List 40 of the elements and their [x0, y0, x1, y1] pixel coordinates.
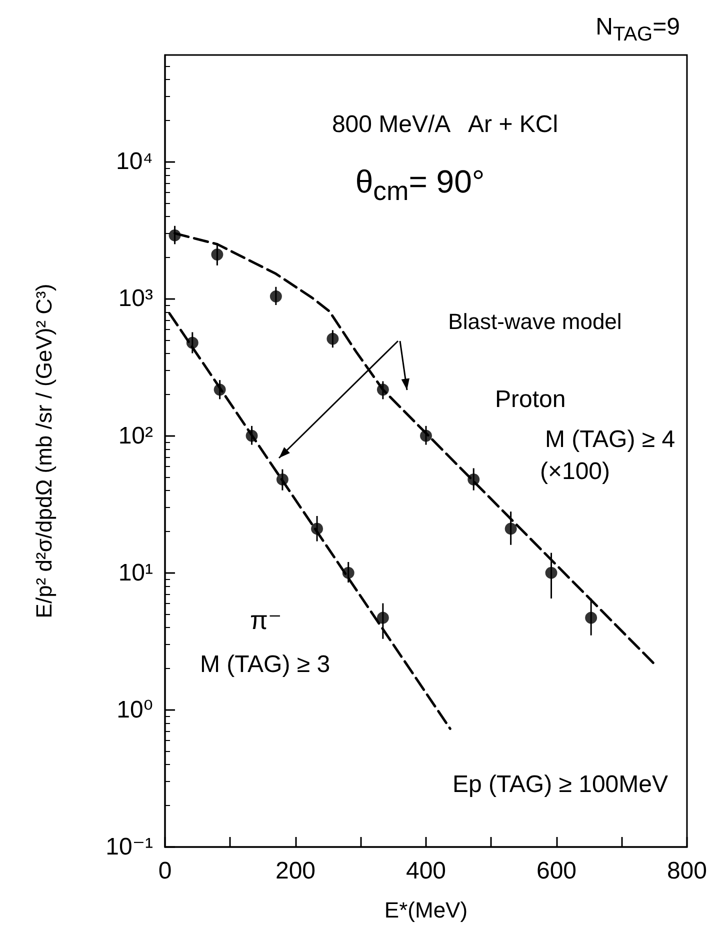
point [311, 522, 324, 535]
point [186, 336, 198, 349]
annotation: M (TAG) ≥ 4 [545, 426, 676, 453]
y-axis-title: E/p² d²σ/dpdΩ (mb /sr / (GeV)² C³) [32, 284, 56, 618]
point [276, 473, 288, 486]
annotation: Ep (TAG) ≥ 100MeV [452, 771, 668, 798]
point [376, 612, 389, 624]
annotation: 800 MeV/A Ar + KCl [332, 111, 558, 138]
annotation: (×100) [540, 458, 610, 485]
point [270, 290, 282, 302]
annotation: M (TAG) ≥ 3 [200, 651, 330, 678]
point [545, 566, 558, 579]
point [214, 384, 226, 396]
x-tick-label: 800 [666, 858, 707, 884]
annotation: θ$_{cm}$= 90° [355, 163, 485, 206]
point [211, 248, 224, 261]
y-tick-label: 10¹ [118, 559, 154, 586]
x-axis-title: E*(MeV) [384, 898, 468, 922]
x-tick-label: 400 [406, 858, 446, 884]
point [504, 522, 517, 535]
x-tick-label: 0 [158, 858, 172, 884]
y-tick-label: 10² [118, 422, 154, 450]
point [420, 430, 432, 442]
y-tick-label: 10⁰ [116, 696, 153, 724]
annotation: Proton [495, 386, 566, 413]
point [376, 384, 389, 396]
y-tick-label: 10³ [118, 285, 154, 312]
point [468, 473, 480, 486]
x-tick-label: 600 [536, 858, 577, 884]
text: N$_{TAG}$=9 [596, 14, 680, 46]
point [168, 229, 181, 242]
point [246, 430, 258, 442]
point [342, 566, 354, 579]
annotation: Blast-wave model [448, 309, 622, 334]
annotation: π⁻ [250, 605, 282, 635]
point [326, 332, 339, 345]
x-tick-label: 200 [275, 858, 316, 884]
point [585, 612, 598, 624]
y-tick-label: 10⁴ [116, 148, 153, 176]
y-tick-label: 10⁻¹ [106, 834, 154, 860]
